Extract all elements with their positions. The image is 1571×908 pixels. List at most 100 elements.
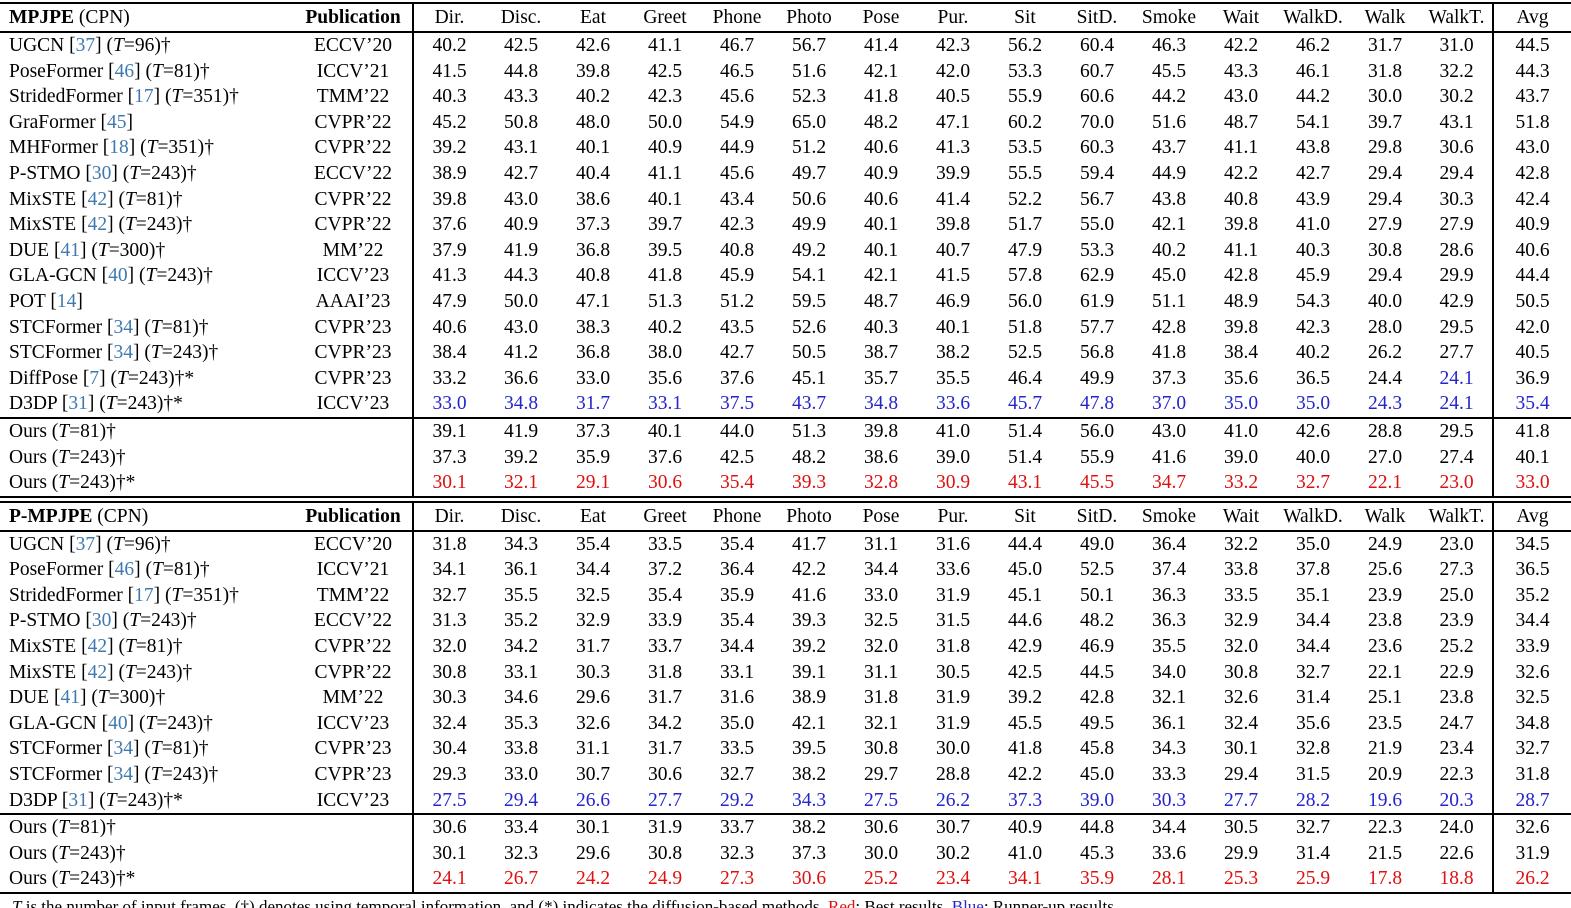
- table-row: UGCN [37] (T=96)† ECCV’20 31.8 34.3 35.4 33.5…: [0, 530, 1571, 558]
- value-cell: 40.4: [575, 162, 611, 184]
- citation-ref[interactable]: 41: [60, 687, 80, 709]
- citation-ref[interactable]: 34: [113, 342, 134, 364]
- value-cell: 36.4: [1151, 533, 1187, 555]
- value-cell: 56.7: [791, 35, 827, 56]
- value-cell: 30.6: [647, 472, 683, 494]
- value-cell: 51.4: [989, 416, 1061, 445]
- value-cell: 35.9: [719, 584, 755, 606]
- value-cell: 42.8: [1079, 687, 1115, 709]
- value-cell: 31.8: [647, 661, 683, 683]
- value-cell: 31.4: [1295, 687, 1331, 709]
- citation-ref[interactable]: 46: [114, 60, 135, 82]
- value-cell: 35.0: [1295, 533, 1331, 555]
- citation-ref[interactable]: 42: [87, 661, 108, 683]
- frames-variable: T: [58, 842, 70, 864]
- value-cell: 44.9: [1151, 162, 1187, 184]
- value-cell: 31.7: [575, 393, 611, 415]
- value-cell: 46.4: [1007, 367, 1043, 389]
- value-cell: 44.4: [1007, 533, 1043, 555]
- frames-variable: T: [113, 533, 124, 555]
- value-cell: 35.2: [503, 610, 539, 632]
- citation-ref[interactable]: 42: [87, 214, 108, 236]
- value-cell: 30.3: [575, 661, 611, 683]
- table-footnote: T is the number of input frames. (†) den…: [0, 894, 1571, 908]
- value-cell: 51.3: [647, 290, 683, 312]
- value-cell: 29.4: [503, 789, 539, 811]
- citation-ref[interactable]: 17: [134, 86, 154, 108]
- table-row: Ours (T=243)† 37.3 39.2 35.9 37.6 42.5 48.2 38.…: [0, 444, 1571, 471]
- value-cell: 29.4: [1367, 162, 1403, 184]
- citation-ref[interactable]: 30: [91, 162, 112, 184]
- value-cell: 34.3: [503, 533, 539, 555]
- column-header-photo: Photo: [773, 501, 845, 532]
- citation-ref[interactable]: 37: [75, 35, 96, 56]
- column-header-phone: Phone: [701, 501, 773, 532]
- value-cell: 24.9: [1367, 533, 1403, 555]
- citation-ref[interactable]: 17: [134, 584, 154, 606]
- citation-ref[interactable]: 7: [89, 367, 100, 389]
- citation-ref[interactable]: 42: [87, 636, 108, 658]
- value-cell: 41.5: [935, 265, 971, 287]
- value-cell: 50.1: [1079, 584, 1115, 606]
- table-body: UGCN [37] (T=96)† ECCV’20 40.2 42.5 42.6 41.1…: [0, 32, 1571, 497]
- value-cell: 50.0: [503, 290, 539, 312]
- value-cell: 38.6: [575, 188, 611, 210]
- citation-ref[interactable]: 14: [56, 290, 77, 312]
- table-row: D3DP [31] (T=243)†* ICCV’23 27.5 29.4 26.6 27…: [0, 787, 1571, 815]
- value-cell: 29.2: [719, 789, 755, 811]
- avg-value-cell: 40.6: [1492, 237, 1571, 264]
- method-cell: GLA-GCN [40] (T=243)†: [9, 265, 213, 287]
- citation-ref[interactable]: 40: [108, 712, 128, 734]
- value-cell: 42.2: [1223, 162, 1259, 184]
- value-cell: 38.2: [773, 813, 845, 841]
- citation-ref[interactable]: 40: [108, 265, 128, 287]
- value-cell: 60.3: [1079, 137, 1115, 159]
- value-cell: 33.6: [1151, 842, 1187, 864]
- citation-ref[interactable]: 42: [87, 188, 108, 210]
- citation-ref[interactable]: 18: [109, 137, 129, 159]
- value-cell: 33.9: [647, 610, 683, 632]
- value-cell: 49.0: [1079, 533, 1115, 555]
- column-header-walk: Walk: [1349, 3, 1421, 33]
- citation-ref[interactable]: 31: [68, 789, 88, 811]
- citation-ref[interactable]: 46: [114, 559, 135, 581]
- value-cell: 37.6: [412, 212, 485, 238]
- value-cell: 29.4: [1367, 188, 1403, 210]
- citation-ref[interactable]: 41: [60, 239, 80, 261]
- value-cell: 49.2: [791, 239, 827, 261]
- value-cell: 30.2: [1439, 86, 1474, 108]
- citation-ref[interactable]: 34: [113, 316, 134, 338]
- value-cell: 35.4: [719, 472, 755, 494]
- citation-ref[interactable]: 45: [107, 111, 127, 133]
- value-cell: 32.7: [719, 764, 755, 786]
- value-cell: 42.5: [647, 60, 683, 82]
- citation-ref[interactable]: 37: [75, 533, 96, 555]
- value-cell: 41.8: [1007, 738, 1043, 760]
- citation-ref[interactable]: 34: [113, 764, 134, 786]
- table-row: GLA-GCN [40] (T=243)† ICCV’23 41.3 44.3 40.8…: [0, 263, 1571, 289]
- value-cell: 39.8: [575, 60, 611, 82]
- citation-ref[interactable]: 30: [91, 610, 112, 632]
- avg-value-cell: 44.5: [1492, 32, 1571, 59]
- value-cell: 52.3: [791, 86, 827, 108]
- value-cell: 40.7: [935, 239, 971, 261]
- table-row: UGCN [37] (T=96)† ECCV’20 40.2 42.5 42.6 41.1…: [0, 32, 1571, 59]
- value-cell: 41.6: [1151, 446, 1187, 468]
- citation-ref[interactable]: 31: [68, 393, 88, 415]
- citation-ref[interactable]: 34: [113, 738, 134, 760]
- avg-value-cell: 42.8: [1492, 160, 1571, 187]
- value-cell: 28.2: [1295, 789, 1331, 811]
- value-cell: 42.9: [1439, 290, 1474, 312]
- value-cell: 36.8: [575, 239, 611, 261]
- value-cell: 34.7: [1151, 472, 1187, 494]
- value-cell: 38.4: [412, 340, 485, 366]
- value-cell: 23.8: [1439, 687, 1474, 709]
- value-cell: 38.0: [647, 342, 683, 364]
- value-cell: 27.4: [1439, 446, 1474, 468]
- value-cell: 49.9: [1079, 367, 1115, 389]
- value-cell: 41.1: [1223, 239, 1259, 261]
- value-cell: 50.0: [647, 111, 683, 133]
- value-cell: 41.1: [1223, 137, 1259, 159]
- value-cell: 30.6: [1439, 137, 1474, 159]
- value-cell: 42.5: [1007, 661, 1043, 683]
